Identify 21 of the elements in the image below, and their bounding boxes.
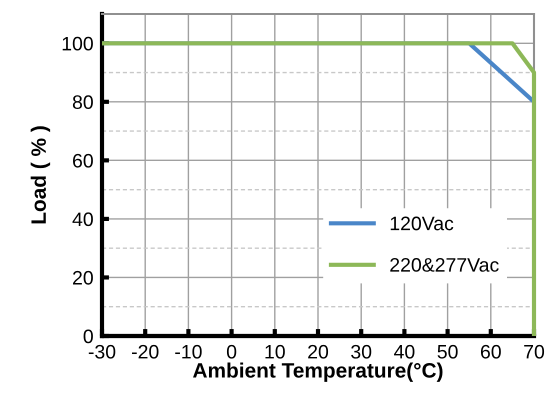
x-tick-label: 30	[351, 344, 372, 359]
y-tick-label: 40	[72, 212, 93, 226]
y-tick-label: 60	[73, 154, 93, 168]
y-tick-label: 80	[72, 95, 93, 110]
x-tick-label: 50	[438, 344, 458, 359]
x-tick-label: -20	[132, 344, 158, 359]
x-tick-label: -10	[175, 344, 202, 359]
x-tick-label: 40	[394, 344, 414, 359]
x-tick-label: 0	[226, 344, 236, 359]
x-axis-title: Ambient Temperature(°C)	[193, 362, 442, 382]
y-tick-label: 20	[73, 270, 93, 285]
y-tick-label: 0	[84, 329, 93, 344]
x-tick-label: 60	[480, 344, 501, 359]
y-tick-label: 100	[62, 36, 93, 51]
x-tick-label: 20	[308, 344, 328, 359]
y-axis-title: Load ( % )	[30, 126, 50, 224]
legend-label: 120Vac	[390, 216, 454, 230]
x-tick-label: -30	[88, 344, 116, 359]
legend-label: 220&277Vac	[390, 258, 499, 272]
x-tick-label: 70	[524, 344, 544, 359]
x-tick-label: 10	[265, 344, 285, 359]
